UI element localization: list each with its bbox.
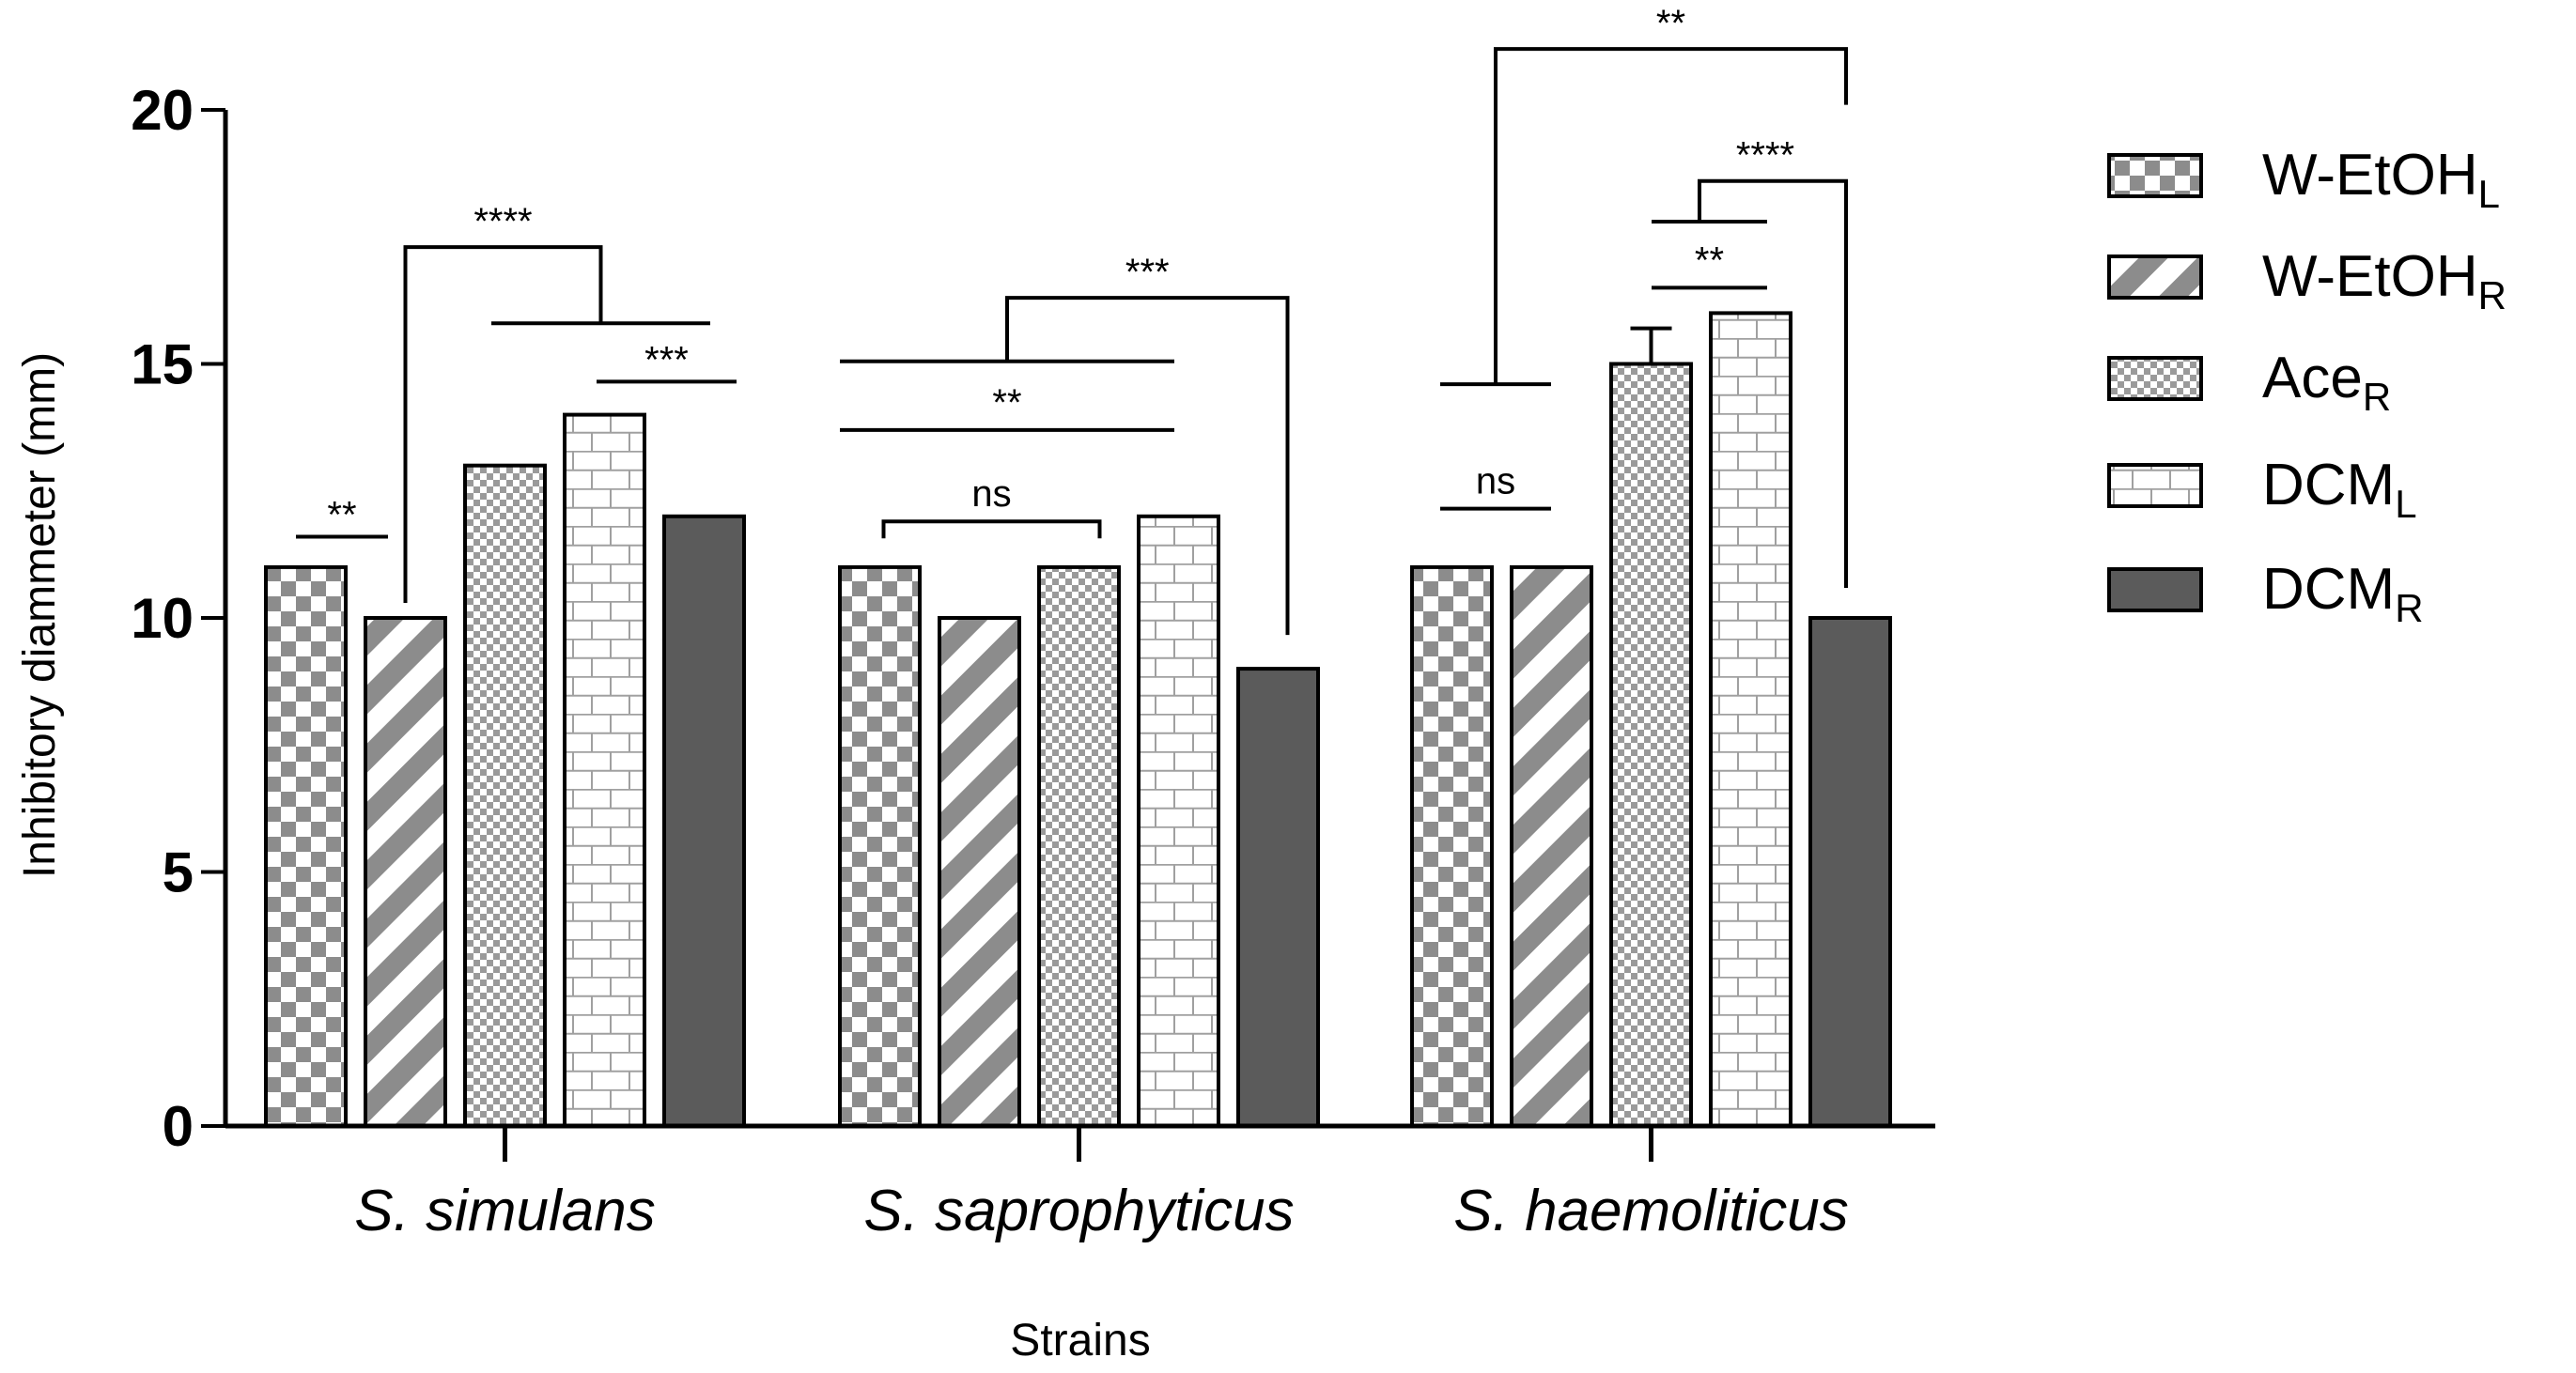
significance-label: **** [473,201,532,242]
bar-solid-0 [662,514,746,1128]
category-label: S. haemoliticus [1453,1179,1848,1243]
category-label: S. simulans [354,1179,655,1243]
legend-label-name: DCM [2262,453,2395,517]
y-tick-label: 5 [163,841,194,904]
bar-dots-0 [463,463,547,1128]
bar-checker-2 [1410,564,1494,1128]
y-tick-label: 20 [131,79,194,142]
bars [264,311,1892,1129]
legend-label: DCML [2262,453,2417,526]
legend-label: W-EtOHR [2262,244,2506,317]
legend-label: W-EtOHL [2262,143,2500,216]
significance-label: **** [1736,135,1794,177]
legend-label-name: W-EtOH [2262,143,2478,208]
significance-label: ** [1695,239,1724,281]
significance-label: *** [644,339,689,380]
significance-label: ** [327,494,356,535]
legend-swatch [2107,153,2203,198]
category-label: S. saprophyticus [863,1179,1294,1243]
bar-brick-2 [1709,311,1792,1128]
legend-label-subscript: R [2363,375,2391,419]
bar-diagonal-0 [364,616,447,1128]
y-tick-label: 10 [131,587,194,650]
bar-checker-1 [838,564,922,1128]
legend-label: AceR [2262,346,2391,419]
significance-label: ns [971,473,1011,515]
legend-label-name: Ace [2262,346,2363,410]
legend-swatch [2107,567,2203,612]
y-tick-label: 0 [163,1095,194,1158]
significance-label: *** [1125,252,1170,293]
bar-dots-2 [1609,362,1693,1128]
significance-brackets: *********ns*****ns******** [296,3,1848,636]
legend-label-subscript: R [2395,586,2423,630]
significance-bracket [881,519,1102,539]
bar-solid-1 [1236,667,1320,1128]
significance-bracket [403,245,603,603]
legend-label-name: W-EtOH [2262,244,2478,309]
legend-label-subscript: L [2478,172,2500,216]
bar-solid-2 [1808,616,1892,1128]
y-axis-ticks: 0 5 10 15 20 [131,79,225,1158]
bar-diagonal-1 [938,616,1021,1128]
legend-swatch [2107,463,2203,508]
significance-bracket [1698,178,1848,588]
significance-label: ** [992,382,1021,424]
category-labels: S. simulans S. saprophyticus S. haemolitic… [354,1126,1849,1243]
significance-bracket [1494,47,1848,385]
legend-swatch [2107,255,2203,300]
x-axis-title: Strains [1010,1316,1150,1365]
bar-checker-0 [264,564,348,1128]
significance-label: ns [1476,461,1515,502]
legend-label: DCMR [2262,557,2424,630]
bar-brick-1 [1137,514,1220,1128]
legend-label-name: DCM [2262,557,2395,622]
legend-label-subscript: L [2395,482,2416,526]
bar-diagonal-2 [1510,564,1593,1128]
significance-label: ** [1656,3,1685,44]
bar-brick-0 [563,412,646,1129]
significance-bracket [1005,296,1290,636]
y-tick-label: 15 [131,333,194,396]
bar-dots-1 [1037,564,1121,1128]
y-axis-title: Inhibitory diammeter (mm) [15,352,65,878]
legend-swatch [2107,356,2203,401]
legend-label-subscript: R [2478,273,2506,317]
